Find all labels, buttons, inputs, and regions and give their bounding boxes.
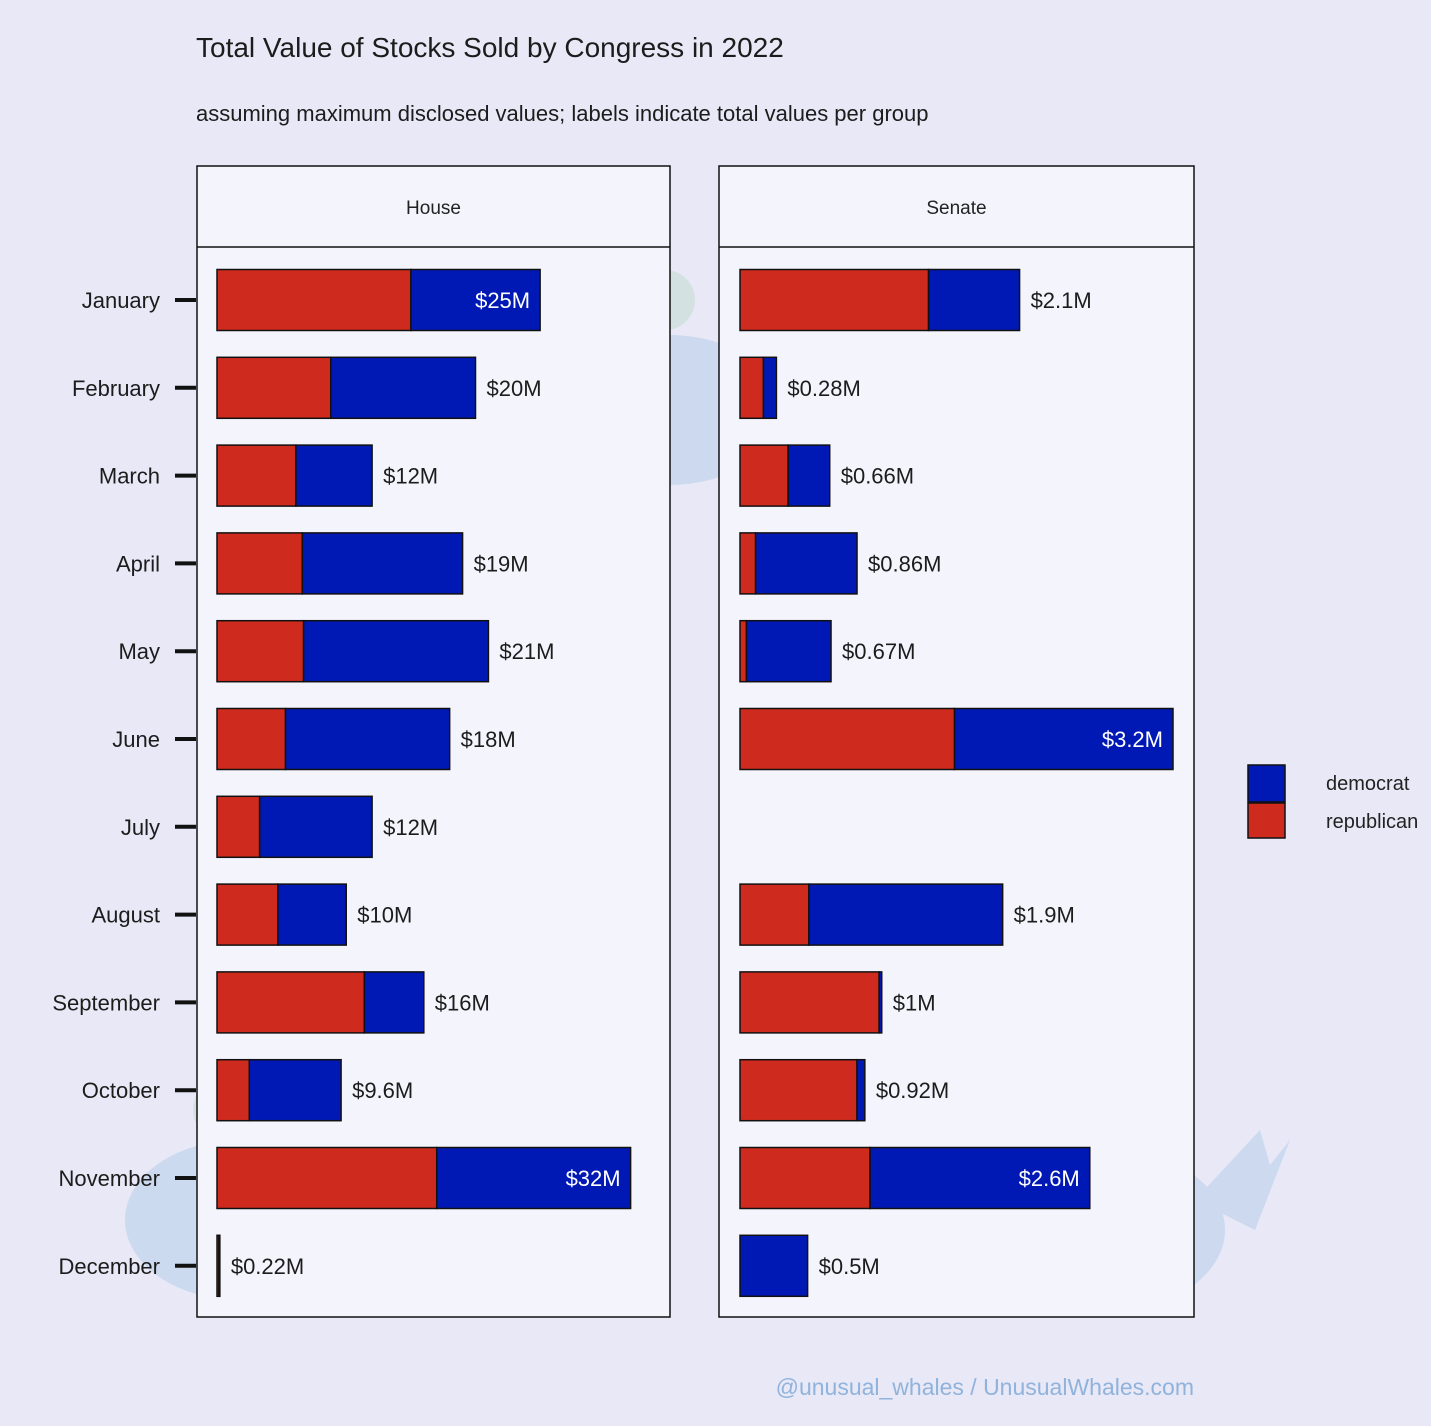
y-tick-label-september: September	[52, 990, 160, 1015]
data-label-senate-december: $0.5M	[819, 1254, 880, 1279]
chart-subtitle: assuming maximum disclosed values; label…	[196, 101, 928, 126]
bar-house-january-republican	[216, 268, 412, 332]
bar-house-january-democrat	[410, 268, 541, 332]
data-label-house-june: $18M	[461, 727, 516, 752]
data-label-house-september: $16M	[435, 990, 490, 1015]
y-tick-label-august: August	[92, 903, 161, 928]
data-label-senate-march: $0.66M	[841, 464, 914, 489]
bar-senate-june-republican	[739, 707, 956, 771]
data-label-house-december: $0.22M	[231, 1254, 304, 1279]
bar-house-february-democrat	[329, 356, 477, 420]
bar-senate-april-democrat	[754, 532, 858, 595]
y-tick-label-january: January	[82, 288, 160, 313]
data-label-house-february: $20M	[487, 376, 542, 401]
data-label-house-march: $12M	[383, 464, 438, 489]
bar-house-may-republican	[216, 619, 305, 683]
bar-senate-may-republican	[739, 619, 748, 683]
bar-house-september-republican	[216, 971, 366, 1034]
bar-senate-january-republican	[739, 268, 930, 332]
bar-senate-february-democrat	[762, 356, 778, 420]
bar-house-october-democrat	[248, 1058, 342, 1122]
bar-senate-september-republican	[739, 971, 880, 1034]
legend-label-democrat: democrat	[1326, 773, 1410, 795]
caption-credit: @unusual_whales / UnusualWhales.com	[776, 1374, 1194, 1400]
legend-key-democrat	[1247, 764, 1286, 803]
data-label-senate-january: $2.1M	[1031, 288, 1092, 313]
y-tick-label-november: November	[59, 1166, 160, 1191]
data-label-senate-september: $1M	[893, 990, 936, 1015]
data-label-senate-february: $0.28M	[787, 376, 860, 401]
data-label-senate-august: $1.9M	[1014, 903, 1075, 928]
bar-house-march-democrat	[295, 444, 373, 507]
bar-house-november-republican	[216, 1146, 438, 1210]
y-tick-label-april: April	[116, 551, 160, 576]
y-tick-label-december: December	[59, 1254, 160, 1279]
data-label-house-july: $12M	[383, 815, 438, 840]
bar-senate-february-republican	[739, 356, 765, 420]
bar-house-october-republican	[216, 1058, 251, 1122]
data-label-house-may: $21M	[499, 639, 554, 664]
data-label-senate-june: $3.2M	[1102, 727, 1163, 752]
house-bars: $25M $20M $12M $19M $21M $18M $12M $10M $16M $9.6…	[216, 268, 632, 1298]
bar-house-april-democrat	[301, 532, 464, 595]
data-label-house-august: $10M	[357, 903, 412, 928]
bar-house-december-democrat	[218, 1234, 221, 1298]
senate-panel-label: Senate	[926, 198, 986, 219]
bar-senate-october-democrat	[856, 1058, 866, 1122]
bar-house-july-democrat	[258, 795, 373, 859]
y-tick-label-october: October	[82, 1078, 160, 1103]
data-label-senate-october: $0.92M	[876, 1078, 949, 1103]
bar-house-july-republican	[216, 795, 261, 859]
bar-senate-november-democrat	[869, 1146, 1091, 1210]
house-panel-label: House	[406, 198, 461, 219]
data-label-senate-april: $0.86M	[868, 551, 941, 576]
legend-label-republican: republican	[1326, 811, 1418, 833]
bar-house-may-democrat	[302, 619, 490, 683]
bar-senate-may-democrat	[745, 619, 832, 683]
bar-house-march-republican	[216, 444, 297, 507]
bar-senate-april-republican	[739, 532, 757, 595]
bar-senate-january-democrat	[927, 268, 1021, 332]
bar-senate-december-democrat	[739, 1234, 809, 1298]
data-label-house-april: $19M	[474, 551, 529, 576]
y-tick-label-march: March	[99, 464, 160, 489]
legend-key-republican	[1247, 802, 1286, 839]
bar-senate-october-republican	[739, 1058, 858, 1122]
data-label-house-october: $9.6M	[352, 1078, 413, 1103]
y-tick-label-may: May	[118, 639, 160, 664]
bar-senate-august-democrat	[808, 883, 1004, 946]
y-tick-label-february: February	[72, 376, 160, 401]
bar-senate-november-republican	[739, 1146, 871, 1210]
bar-senate-march-democrat	[787, 444, 831, 507]
data-label-senate-november: $2.6M	[1019, 1166, 1080, 1191]
bar-house-june-republican	[216, 707, 287, 771]
bar-house-august-republican	[216, 883, 279, 946]
bar-senate-march-republican	[739, 444, 789, 507]
chart-title: Total Value of Stocks Sold by Congress i…	[196, 32, 784, 63]
bar-house-april-republican	[216, 532, 304, 595]
data-label-senate-may: $0.67M	[842, 639, 915, 664]
bar-house-february-republican	[216, 356, 332, 420]
bar-house-november-democrat	[435, 1146, 632, 1210]
senate-bars: $2.1M $0.28M $0.66M $0.86M $0.67M $3.2M $1.9M $…	[739, 268, 1174, 1298]
bar-house-september-democrat	[363, 971, 425, 1034]
bar-house-august-democrat	[276, 883, 348, 946]
bar-house-june-democrat	[284, 707, 451, 771]
data-label-house-january: $25M	[475, 288, 530, 313]
bar-senate-september-democrat	[878, 971, 883, 1034]
y-tick-label-july: July	[121, 815, 160, 840]
y-axis: January February March April May June July Augu…	[52, 288, 196, 1279]
y-tick-label-june: June	[112, 727, 160, 752]
data-label-house-november: $32M	[566, 1166, 621, 1191]
legend: democrat republican	[1247, 764, 1418, 839]
bar-senate-august-republican	[739, 883, 810, 946]
bar-senate-june-democrat	[953, 707, 1174, 771]
